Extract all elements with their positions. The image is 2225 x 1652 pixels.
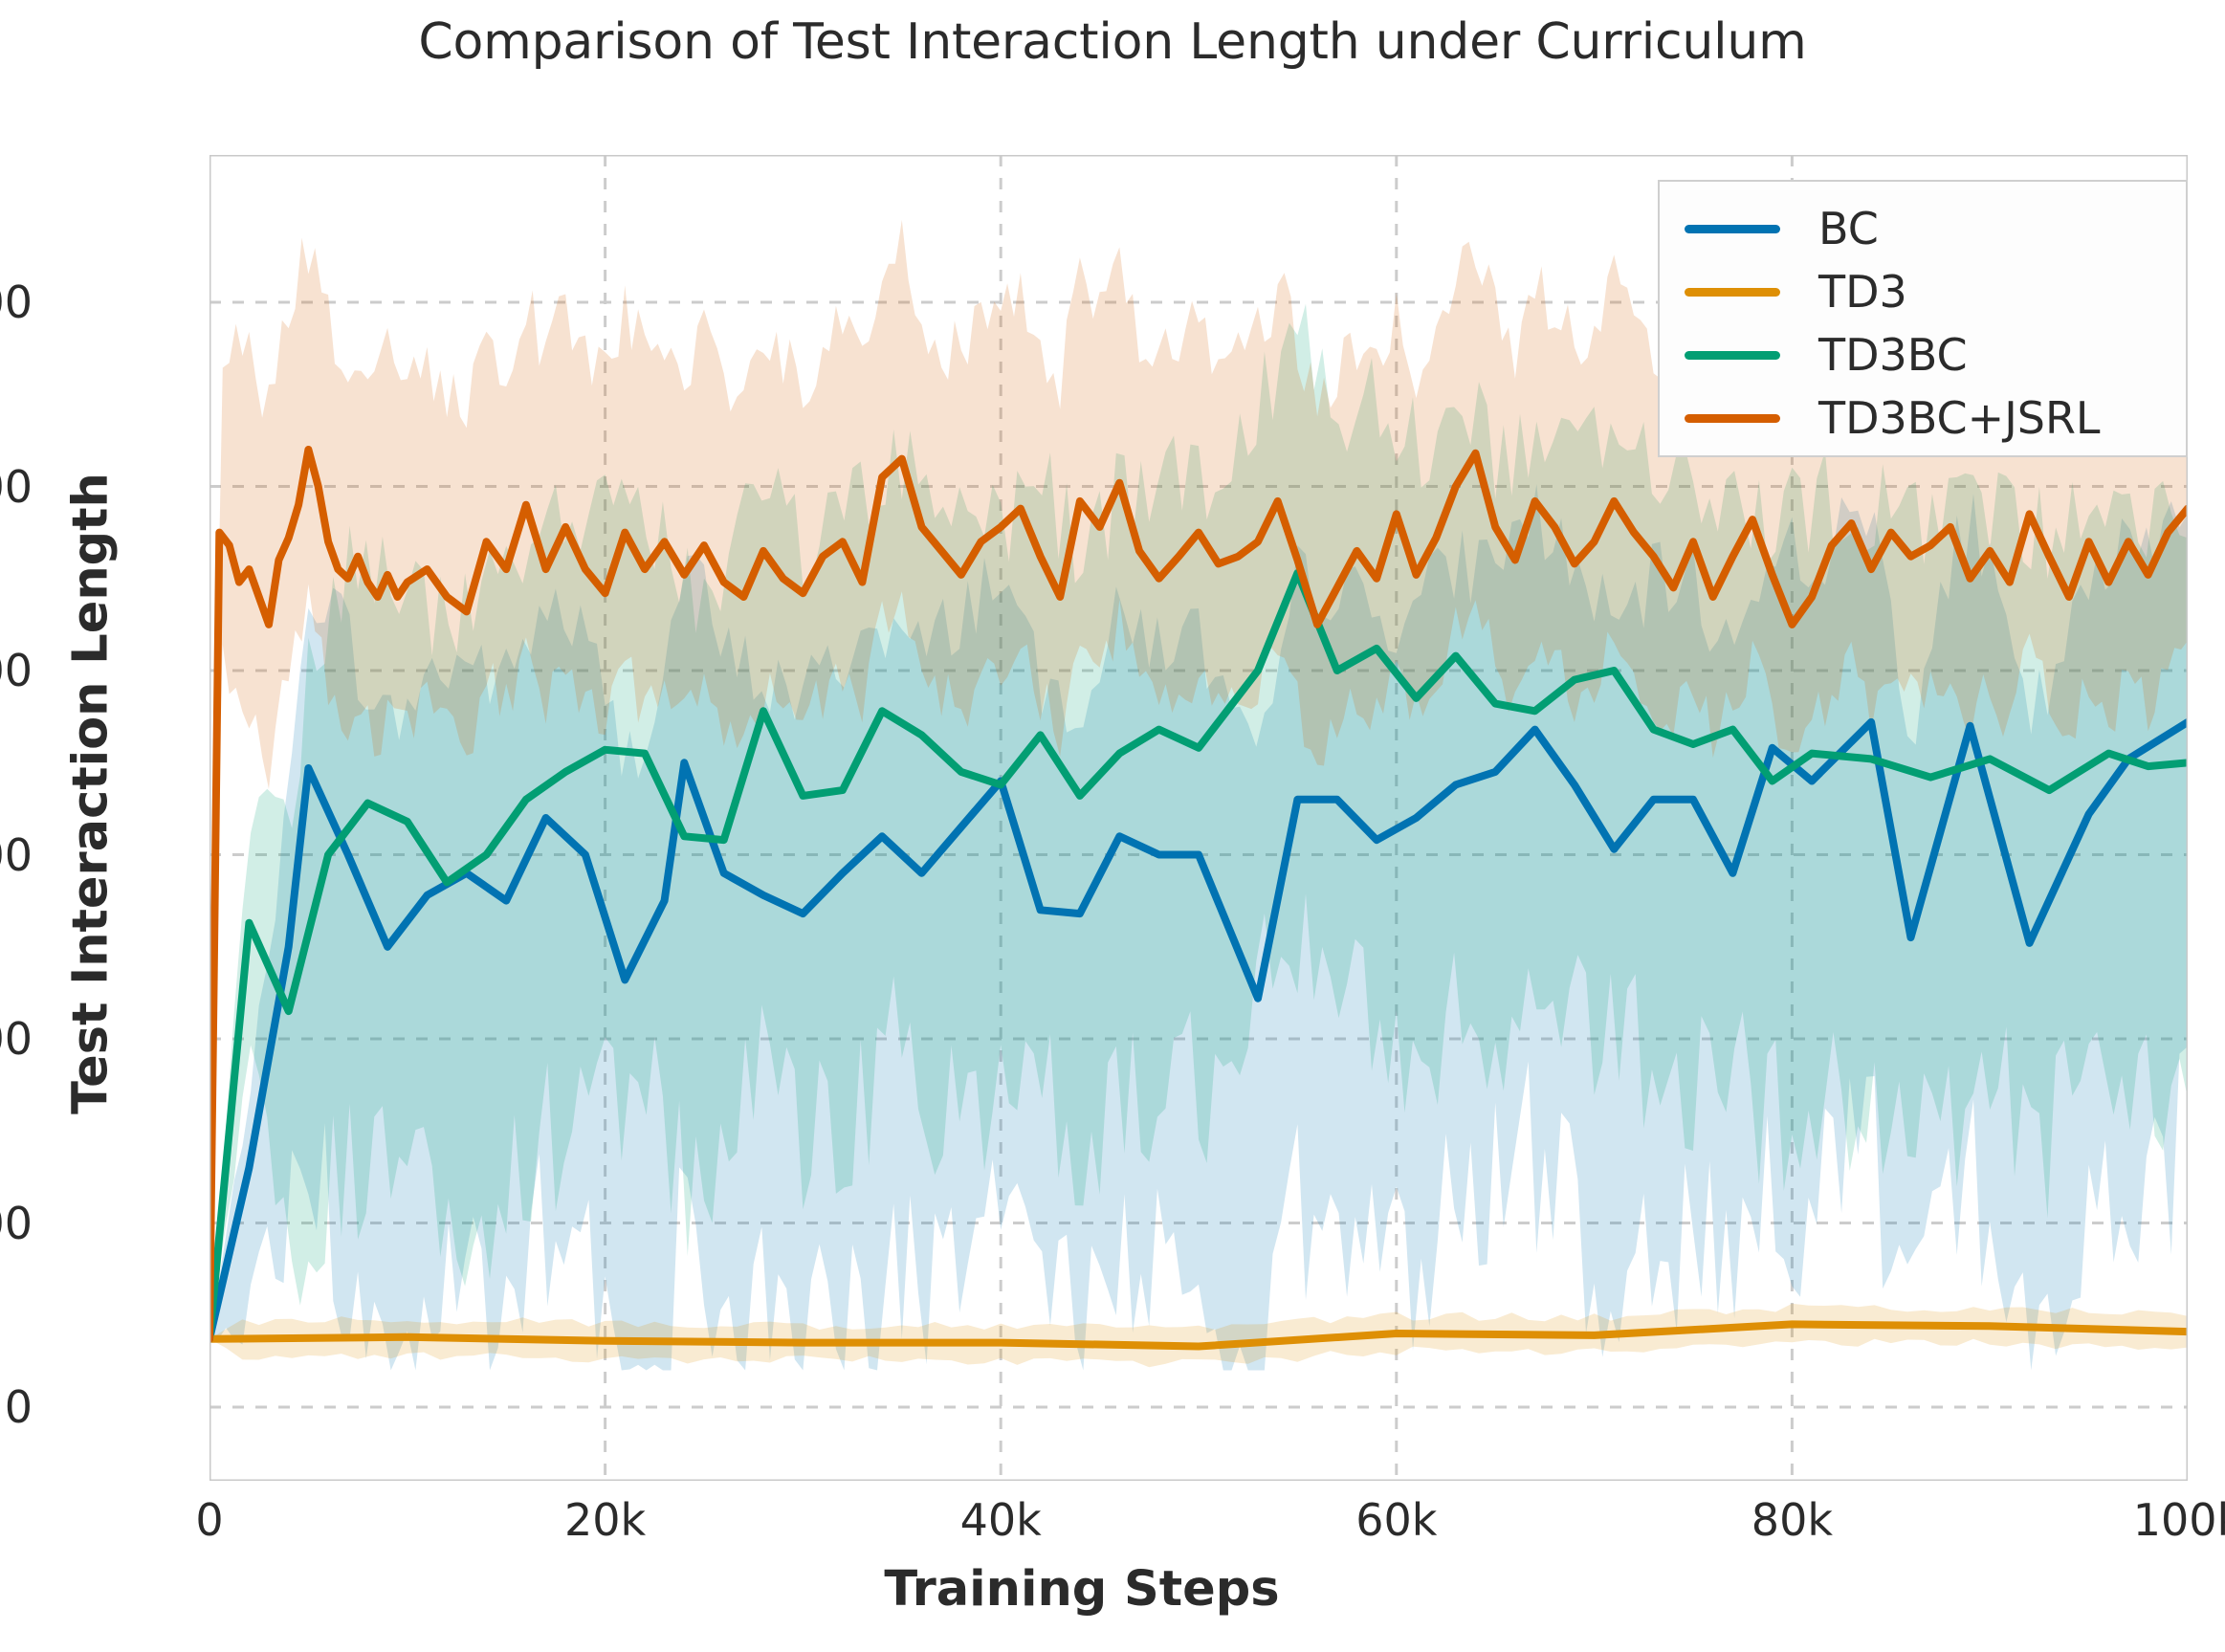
chart-legend[interactable]: BC TD3 TD3BC TD3BC+JSRL — [1658, 180, 2188, 457]
y-tick-label: 300 — [0, 828, 33, 881]
y-tick-label: 500 — [0, 460, 33, 513]
x-tick-label: 40k — [959, 1494, 1042, 1546]
x-tick-label: 20k — [564, 1494, 647, 1546]
y-tick-label: 200 — [0, 1013, 33, 1065]
legend-item-label: TD3 — [1818, 266, 1907, 318]
chart-svg — [209, 155, 2188, 1481]
legend-item-td3bc-plus-jsrl[interactable]: TD3BC+JSRL — [1660, 386, 2186, 450]
legend-color-swatch — [1685, 413, 1780, 423]
x-tick-label: 60k — [1355, 1494, 1438, 1546]
grid-lines — [209, 155, 2188, 1481]
legend-item-label: TD3BC+JSRL — [1818, 392, 2101, 444]
legend-color-swatch — [1685, 350, 1780, 360]
series-lines — [209, 446, 2188, 1351]
chart-title: Comparison of Test Interaction Length un… — [418, 13, 1807, 71]
legend-color-swatch — [1685, 287, 1780, 297]
legend-item-label: BC — [1818, 203, 1879, 254]
y-tick-label: 600 — [0, 276, 33, 328]
y-axis-label: Test Interaction Length — [62, 473, 120, 1114]
legend-item-label: TD3BC — [1818, 329, 1968, 381]
legend-item-td3bc[interactable]: TD3BC — [1660, 323, 2186, 386]
plot-area — [209, 155, 2188, 1481]
legend-color-swatch — [1685, 224, 1780, 233]
x-tick-label: 0 — [195, 1494, 224, 1546]
legend-item-bc[interactable]: BC — [1660, 197, 2186, 260]
legend-item-td3[interactable]: TD3 — [1660, 260, 2186, 323]
x-tick-label: 80k — [1751, 1494, 1833, 1546]
y-tick-label: 0 — [4, 1381, 33, 1433]
confidence-bands — [209, 219, 2188, 1371]
x-axis-label: Training Steps — [884, 1561, 1280, 1618]
y-tick-label: 400 — [0, 645, 33, 696]
y-tick-label: 100 — [0, 1197, 33, 1249]
x-tick-label: 100k — [2132, 1494, 2225, 1546]
